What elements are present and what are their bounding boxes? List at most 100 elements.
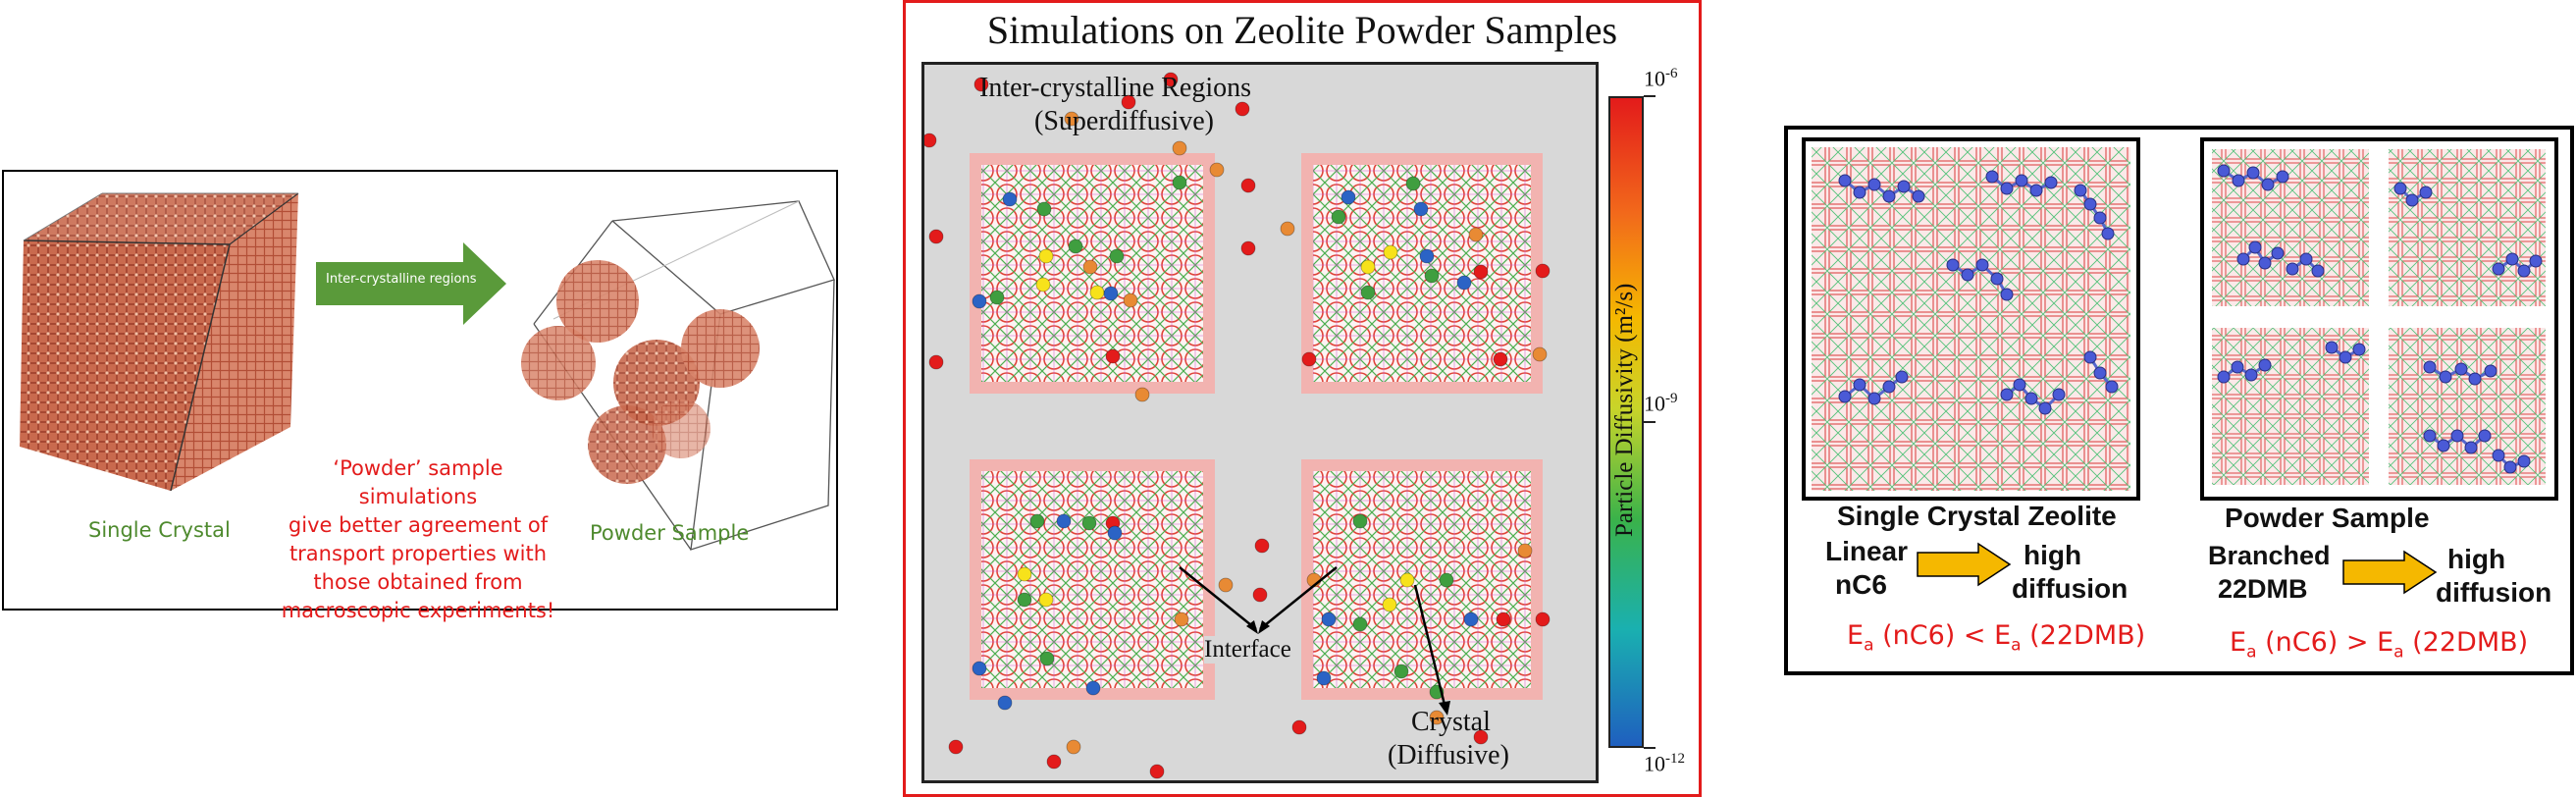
single-result-2: diffusion: [2012, 573, 2129, 604]
molecule-atom: [2423, 429, 2437, 443]
particle: [1172, 175, 1187, 190]
region-sublabel: (Superdiffusive): [1034, 106, 1214, 136]
single-crystal-label: Single Crystal: [88, 518, 231, 542]
crystal-bottom-left: [970, 459, 1215, 700]
powder-title: Powder Sample: [2225, 503, 2430, 533]
particle: [1532, 346, 1548, 362]
particle: [1429, 710, 1445, 725]
particle: [1331, 209, 1346, 225]
molecule-atom: [2083, 197, 2097, 211]
colorbar: [1608, 96, 1644, 748]
molecule-atom: [2517, 264, 2531, 278]
particle: [1068, 239, 1083, 254]
particle: [1383, 244, 1398, 260]
crystal-top-right: [1301, 153, 1543, 394]
single-crystal-cube: [20, 192, 299, 492]
molecule-atom: [1946, 258, 1960, 272]
particle: [1352, 513, 1368, 529]
molecule-atom: [2232, 174, 2245, 187]
particle: [972, 661, 987, 676]
colorbar-tick: [1644, 747, 1656, 749]
molecule-atom: [2276, 170, 2289, 184]
powder-molecule-name: 22DMB: [2218, 574, 2308, 604]
particle: [1382, 597, 1397, 612]
molecule-atom: [1867, 178, 1881, 191]
particle: [1123, 292, 1138, 308]
molecule-atom: [2405, 193, 2419, 207]
molecule-atom: [2244, 368, 2258, 382]
molecule-atom: [1838, 390, 1852, 403]
particle: [1399, 572, 1415, 588]
particle: [1046, 754, 1062, 770]
molecule-atom: [2517, 454, 2531, 468]
molecule-atom: [2419, 186, 2433, 199]
molecule-atom: [2492, 449, 2505, 462]
left-illustration: [20, 192, 835, 551]
equation-powder: Ea (nC6) > Ea (22DMB): [2230, 627, 2529, 663]
molecule-atom: [2286, 262, 2299, 276]
particle: [1473, 729, 1489, 745]
molecule-atom: [2325, 341, 2339, 354]
particle: [928, 354, 944, 370]
particles: [924, 72, 1551, 779]
molecule-atom: [2352, 343, 2366, 356]
particle: [1393, 664, 1409, 679]
molecule-atom: [1882, 189, 1896, 203]
molecule-atom: [2299, 252, 2313, 266]
particle: [1235, 101, 1250, 117]
molecule-bond: [2497, 257, 2537, 274]
colorbar-tick-label: 10-12: [1644, 751, 1685, 776]
molecule-atom: [1985, 170, 1999, 184]
particle: [1463, 611, 1479, 627]
molecule-atom: [2105, 380, 2119, 394]
particle: [1017, 566, 1032, 582]
particle: [1493, 351, 1508, 367]
particle: [1066, 739, 1081, 755]
particle: [1321, 611, 1337, 627]
particle: [1341, 189, 1356, 205]
molecule-atom: [2258, 256, 2272, 270]
particle: [1218, 577, 1234, 593]
molecule-atom: [2492, 262, 2505, 276]
particle: [1105, 348, 1121, 364]
particle: [1240, 178, 1256, 193]
molecule-atom: [1897, 180, 1911, 193]
powder-sample-snapshot: [2212, 149, 2546, 485]
particle: [1419, 248, 1435, 264]
particle: [1085, 680, 1101, 696]
particle: [1029, 513, 1045, 529]
molecules: [2217, 164, 2543, 474]
particle: [1405, 176, 1421, 191]
equation-single: Ea (nC6) < Ea (22DMB): [1847, 620, 2146, 656]
note-line: ‘Powder’ sample simulations: [333, 456, 503, 508]
molecule-atom: [2339, 350, 2352, 364]
single-crystal-box: [1802, 137, 2140, 501]
molecule-atom: [2437, 439, 2450, 452]
particle: [1038, 248, 1054, 264]
molecule-atom: [2248, 240, 2262, 254]
molecule-atom: [2013, 378, 2026, 392]
simulation-box: Inter-crystalline Regions (Superdiffusiv…: [921, 62, 1599, 783]
molecule-atom: [1853, 186, 1866, 199]
particle: [1517, 543, 1533, 558]
particle: [1017, 592, 1032, 608]
colorbar-tick: [1644, 95, 1656, 97]
molecule-atom: [1882, 380, 1896, 394]
molecule-atom: [2217, 164, 2231, 178]
molecule-atom: [1912, 189, 1925, 203]
particle: [1352, 616, 1368, 632]
molecules: [1838, 170, 2119, 415]
region-label: Inter-crystalline Regions: [979, 73, 1252, 103]
particle: [1109, 248, 1125, 264]
crystal-sublabel: (Diffusive): [1388, 740, 1509, 770]
molecule-atom: [2505, 252, 2519, 266]
molecule-atom: [1975, 258, 1989, 272]
powder-result: high: [2447, 544, 2506, 574]
particle: [1496, 611, 1511, 627]
particle: [1121, 94, 1136, 110]
particle: [1291, 719, 1307, 735]
molecule-atom: [1838, 174, 1852, 187]
particle: [1360, 259, 1376, 275]
green-arrow: [316, 242, 506, 325]
colorbar-tick: [1644, 421, 1656, 423]
